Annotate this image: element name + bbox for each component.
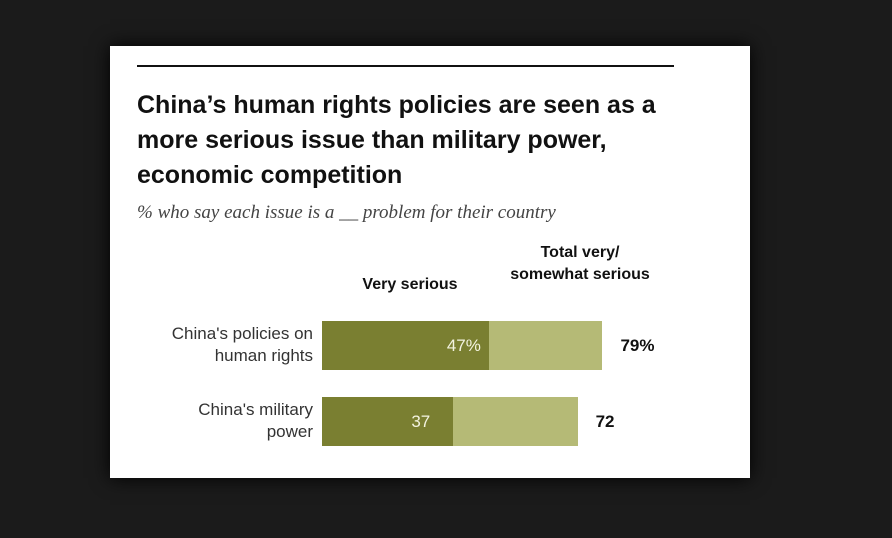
header-total: Total very/somewhat serious (490, 242, 670, 286)
category-label-line: power (266, 422, 313, 441)
category-label-line: China's policies on (171, 324, 313, 343)
header-total-line1: Total very/ (540, 244, 620, 261)
label-total: 72 (595, 412, 615, 431)
label-very-serious: 47% (446, 336, 481, 355)
header-very-serious: Very serious (362, 276, 458, 293)
category-label: China's policies on human rights (172, 323, 313, 367)
chart-title: China’s human rights policies are seen a… (137, 91, 656, 189)
category-label-line: human rights (214, 346, 313, 365)
category-label: China's military power (198, 399, 313, 443)
label-very-serious: 37 (411, 412, 431, 431)
chart-subtitle: % who say each issue is a __ problem for… (137, 202, 556, 223)
title-rule (137, 65, 674, 67)
bar-very-serious (322, 321, 489, 370)
label-total: 79% (620, 336, 655, 355)
chart-card: China’s human rights policies are seen a… (110, 46, 750, 478)
bar-very-serious (322, 397, 454, 446)
category-label-line: China's military (198, 400, 313, 419)
header-total-line2: somewhat serious (510, 266, 650, 283)
